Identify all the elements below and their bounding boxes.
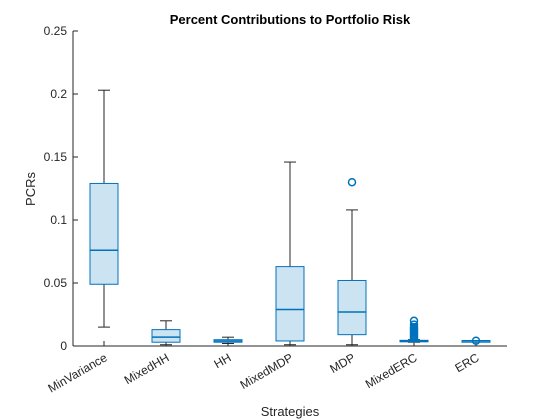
- box-iqr: [151, 329, 181, 343]
- x-tick-label: MixedERC: [363, 350, 420, 391]
- box-plot: [275, 161, 305, 346]
- x-tick-label: MinVariance: [46, 350, 110, 395]
- x-tick-label: MDP: [327, 350, 357, 375]
- x-tick-label: MixedMDP: [238, 350, 296, 391]
- box-iqr: [275, 266, 305, 342]
- y-axis-label: PCRs: [23, 172, 38, 206]
- y-tick-label: 0.2: [50, 87, 67, 101]
- x-tick-label: ERC: [453, 350, 482, 375]
- y-tick-label: 0.25: [44, 24, 68, 38]
- outlier-point: [471, 336, 481, 345]
- y-tick-label: 0.15: [44, 150, 68, 164]
- y-tick-label: 0: [60, 339, 67, 353]
- box-iqr: [337, 279, 367, 336]
- y-tick-label: 0.1: [50, 213, 67, 227]
- box-plot: [399, 316, 429, 343]
- box-plot: [89, 89, 119, 328]
- x-tick-label: HH: [211, 350, 233, 371]
- outlier-point: [409, 320, 419, 329]
- box-plot: [461, 336, 491, 345]
- x-tick-label: MixedHH: [122, 350, 172, 387]
- chart-title: Percent Contributions to Portfolio Risk: [170, 12, 411, 27]
- box-plot: [337, 177, 367, 346]
- box-iqr: [89, 182, 119, 285]
- box-plot: [213, 336, 243, 344]
- box-plot: [151, 320, 181, 346]
- box-plots: [89, 89, 491, 346]
- y-tick-label: 0.05: [44, 276, 68, 290]
- x-axis-label: Strategies: [261, 404, 320, 419]
- outlier-point: [409, 316, 419, 326]
- outlier-point: [347, 177, 357, 187]
